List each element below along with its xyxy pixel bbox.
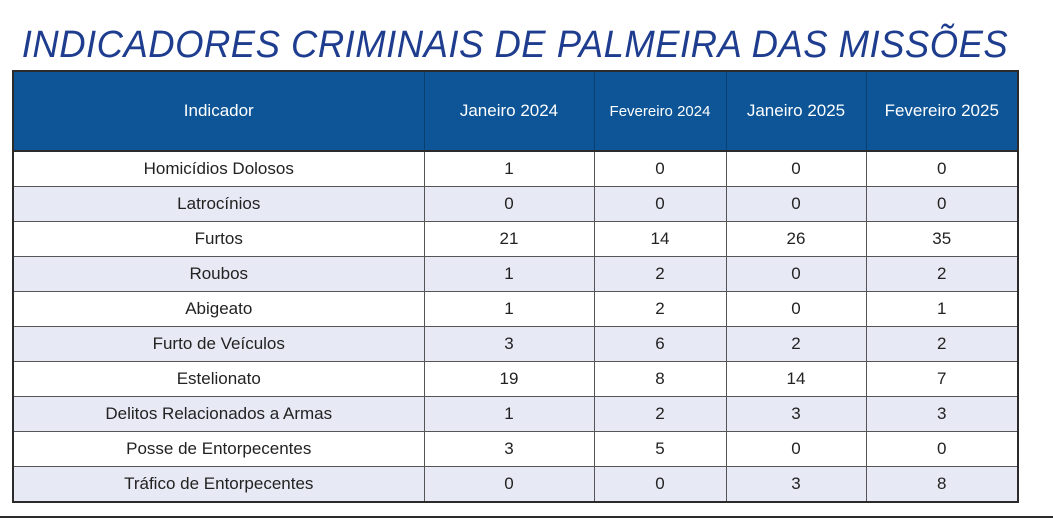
value-cell: 8 [866,466,1017,501]
value-cell: 2 [866,256,1017,292]
table-row: Furtos 21 14 26 35 [14,221,1017,257]
value-cell: 2 [726,326,867,362]
indicator-name: Furtos [14,221,425,257]
value-cell: 14 [594,221,727,257]
value-cell: 19 [424,361,595,397]
value-cell: 0 [866,431,1017,467]
value-cell: 0 [726,256,867,292]
table-row: Tráfico de Entorpecentes 0 0 3 8 [14,466,1017,501]
header-fevereiro-2024: Fevereiro 2024 [594,72,727,152]
value-cell: 6 [594,326,727,362]
table-row: Latrocínios 0 0 0 0 [14,186,1017,222]
value-cell: 3 [726,466,867,501]
indicator-name: Delitos Relacionados a Armas [14,396,425,432]
value-cell: 0 [594,186,727,222]
value-cell: 0 [866,151,1017,187]
value-cell: 3 [726,396,867,432]
indicator-name: Estelionato [14,361,425,397]
value-cell: 2 [594,396,727,432]
indicator-name: Posse de Entorpecentes [14,431,425,467]
value-cell: 2 [866,326,1017,362]
value-cell: 3 [424,431,595,467]
value-cell: 8 [594,361,727,397]
table-row: Roubos 1 2 0 2 [14,256,1017,292]
value-cell: 1 [424,396,595,432]
value-cell: 0 [594,466,727,501]
value-cell: 7 [866,361,1017,397]
indicator-name: Abigeato [14,291,425,327]
value-cell: 2 [594,291,727,327]
indicator-name: Latrocínios [14,186,425,222]
header-janeiro-2025: Janeiro 2025 [726,72,867,152]
value-cell: 1 [866,291,1017,327]
table-row: Homicídios Dolosos 1 0 0 0 [14,151,1017,187]
value-cell: 21 [424,221,595,257]
value-cell: 0 [866,186,1017,222]
table-row: Delitos Relacionados a Armas 1 2 3 3 [14,396,1017,432]
value-cell: 1 [424,291,595,327]
value-cell: 0 [424,186,595,222]
value-cell: 3 [866,396,1017,432]
page-title: INDICADORES CRIMINAIS DE PALMEIRA DAS MI… [21,24,1009,66]
value-cell: 5 [594,431,727,467]
indicator-name: Roubos [14,256,425,292]
value-cell: 0 [726,186,867,222]
indicator-name: Homicídios Dolosos [14,151,425,187]
bottom-divider [0,516,1053,518]
value-cell: 26 [726,221,867,257]
value-cell: 0 [594,151,727,187]
header-janeiro-2024: Janeiro 2024 [424,72,595,152]
value-cell: 3 [424,326,595,362]
table-row: Posse de Entorpecentes 3 5 0 0 [14,431,1017,467]
table-header-row: Indicador Janeiro 2024 Fevereiro 2024 Ja… [14,72,1017,152]
value-cell: 1 [424,256,595,292]
table-row: Estelionato 19 8 14 7 [14,361,1017,397]
header-indicador: Indicador [14,72,425,152]
header-fevereiro-2025: Fevereiro 2025 [866,72,1017,152]
table-row: Furto de Veículos 3 6 2 2 [14,326,1017,362]
value-cell: 14 [726,361,867,397]
value-cell: 35 [866,221,1017,257]
value-cell: 2 [594,256,727,292]
indicator-name: Tráfico de Entorpecentes [14,466,425,501]
table-row: Abigeato 1 2 0 1 [14,291,1017,327]
value-cell: 0 [726,431,867,467]
crime-indicators-table: Indicador Janeiro 2024 Fevereiro 2024 Ja… [12,70,1019,503]
value-cell: 0 [424,466,595,501]
indicator-name: Furto de Veículos [14,326,425,362]
value-cell: 1 [424,151,595,187]
value-cell: 0 [726,291,867,327]
value-cell: 0 [726,151,867,187]
